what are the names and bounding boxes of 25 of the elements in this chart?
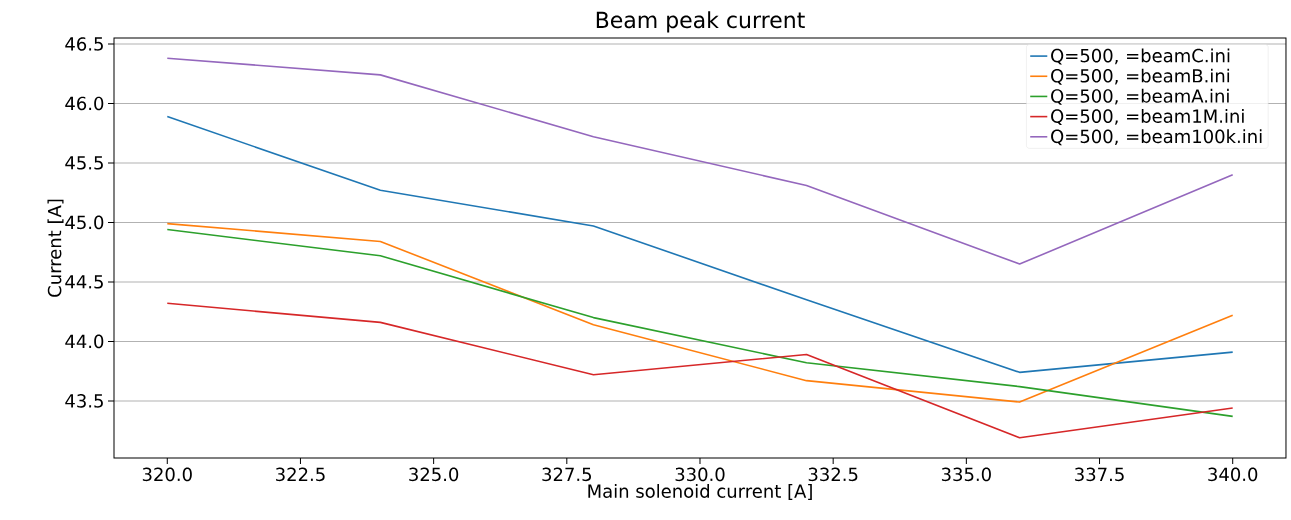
x-tick-label: 330.0 <box>675 467 725 482</box>
legend-label: Q=500, =beamB.ini <box>1051 68 1230 85</box>
y-tick-label: 46.5 <box>65 37 103 51</box>
x-tick-label: 335.0 <box>941 467 991 482</box>
legend-label: Q=500, =beamA.ini <box>1051 88 1229 105</box>
x-axis-title: Main solenoid current [A] <box>588 484 812 501</box>
x-tick-label: 322.5 <box>276 467 325 482</box>
x-tick-label: 340.0 <box>1208 467 1258 482</box>
y-tick-label: 44.5 <box>65 275 103 289</box>
y-tick-label: 44.0 <box>65 334 104 349</box>
legend-label: Q=500, =beam100k.ini <box>1051 129 1262 146</box>
y-tick-label: 45.5 <box>65 156 103 170</box>
chart-title: Beam peak current <box>596 11 805 33</box>
legend-label: Q=500, =beamC.ini <box>1051 48 1230 65</box>
x-tick-label: 327.5 <box>542 467 591 482</box>
x-tick-label: 332.5 <box>808 467 858 482</box>
y-tick-label: 45.0 <box>65 215 104 230</box>
x-tick-label: 320.0 <box>142 467 192 482</box>
legend-label: Q=500, =beam1M.ini <box>1051 109 1244 126</box>
y-tick-label: 46.0 <box>65 96 104 111</box>
y-axis-title: Current [A] <box>47 199 64 297</box>
line-series <box>166 302 1234 439</box>
x-tick-label: 325.0 <box>409 467 459 482</box>
y-tick-label: 43.5 <box>65 394 103 408</box>
x-tick-label: 337.5 <box>1075 467 1124 482</box>
